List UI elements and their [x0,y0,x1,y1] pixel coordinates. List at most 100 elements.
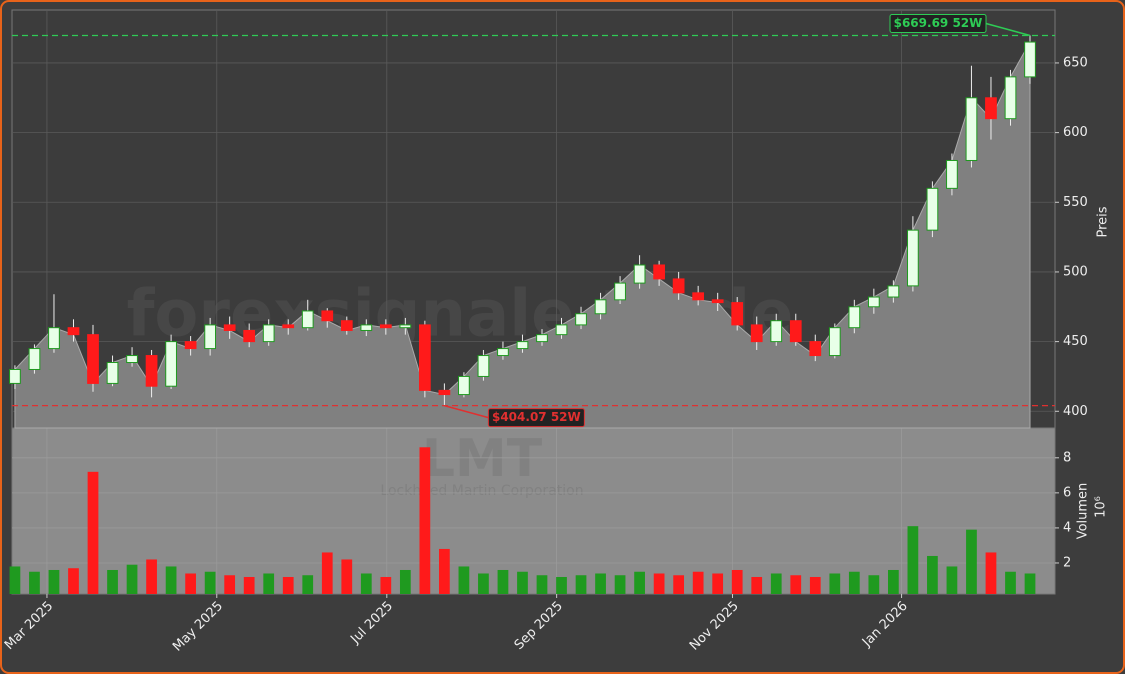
volume-bar [673,575,685,594]
volume-bar [556,576,567,594]
volume-bar [614,575,626,594]
candle-body [262,324,275,343]
candle-body [653,264,665,280]
candle-body [145,355,158,387]
candle-body [672,278,685,294]
volume-bar [497,569,509,594]
candle-body [477,355,490,377]
candle-body [516,341,529,350]
watermark: LMT [422,429,543,489]
candle-body [614,282,626,301]
volume-bar [517,571,528,594]
candle-body [887,285,900,298]
volume-bar [770,573,782,594]
candle-body [301,310,314,329]
candle-body [1004,76,1017,120]
volume-bar [887,569,899,594]
candle-body [848,306,861,329]
volume-bar [204,571,216,594]
annotation-label: $669.69 52W [894,16,983,30]
candle-body [555,324,568,336]
candle-body [770,320,783,343]
volume-bar [107,569,118,594]
volume-bar [536,575,548,594]
y-tick-label: 500 [1063,264,1088,279]
candle-body [1024,41,1036,78]
volume-bar [68,568,79,594]
candle-body [282,324,295,329]
volume-bar [927,555,938,594]
volume-bar [282,576,294,594]
y2-tick-label: 4 [1063,520,1071,535]
annotation-arrow [985,22,1031,37]
volume-bar [224,575,236,594]
candle-body [575,313,587,326]
y-tick-label: 650 [1063,55,1088,70]
volume-bar [985,552,997,594]
volume-bar [380,576,392,594]
volume-bar [341,559,353,594]
annotation-box [487,408,585,428]
volume-bar [790,575,802,594]
candle-body [321,310,334,322]
candle-body [633,264,646,284]
candle-body [907,229,919,287]
candle-body [536,334,548,343]
y2-axis-label: Volumen [1076,483,1091,540]
volume-bar [966,529,977,594]
volume-bar [87,471,99,594]
candle-body [106,362,119,384]
volume-bar [634,571,645,594]
candle-body [985,97,997,120]
candle-body [438,389,451,396]
candle-body [750,324,763,343]
annotation-box [889,14,987,34]
volume-bar [829,573,841,594]
y-tick-label: 450 [1063,334,1088,349]
candle-body [965,97,978,161]
candle-body [204,324,217,350]
y2-tick-label: 2 [1063,555,1071,570]
volume-bar [692,571,704,594]
candle-body [9,368,21,384]
watermark: Lockheed Martin Corporation [380,483,583,499]
candle-body [165,341,177,387]
candle-body [867,296,880,308]
candle-body [828,327,841,357]
volume-bar [868,575,880,594]
volume-bar [9,566,21,594]
candle-body [223,324,236,331]
volume-bar [263,573,275,594]
volume-bar [595,573,606,594]
volume-bar [48,569,60,594]
candle-body [692,292,705,301]
y2-scale-label: 10⁶ [1094,496,1109,518]
volume-bar [165,566,177,594]
volume-bar [419,447,431,594]
volume-bar [575,575,587,594]
volume-bar [185,573,196,594]
annotation-label: $404.07 52W [492,410,581,424]
volume-bar [1005,571,1016,594]
volume-bar [302,575,314,594]
volume-bar [360,573,372,594]
candle-body [126,355,138,364]
volume-bar [439,548,450,594]
volume-bar [478,573,489,594]
candle-body [418,324,431,391]
volume-bar [146,559,157,594]
volume-bar [848,571,860,594]
candle-body [184,341,197,350]
candle-body [497,348,509,357]
volume-bar [809,576,821,594]
volume-bar [29,571,40,594]
volume-bar [399,569,411,594]
candle-body [399,324,412,329]
y2-tick-label: 8 [1063,450,1071,465]
candle-body [946,159,958,189]
y-axis-label: Preis [1096,206,1111,237]
candle-body [789,320,802,343]
volume-bar [731,569,743,594]
candle-body [243,329,256,343]
